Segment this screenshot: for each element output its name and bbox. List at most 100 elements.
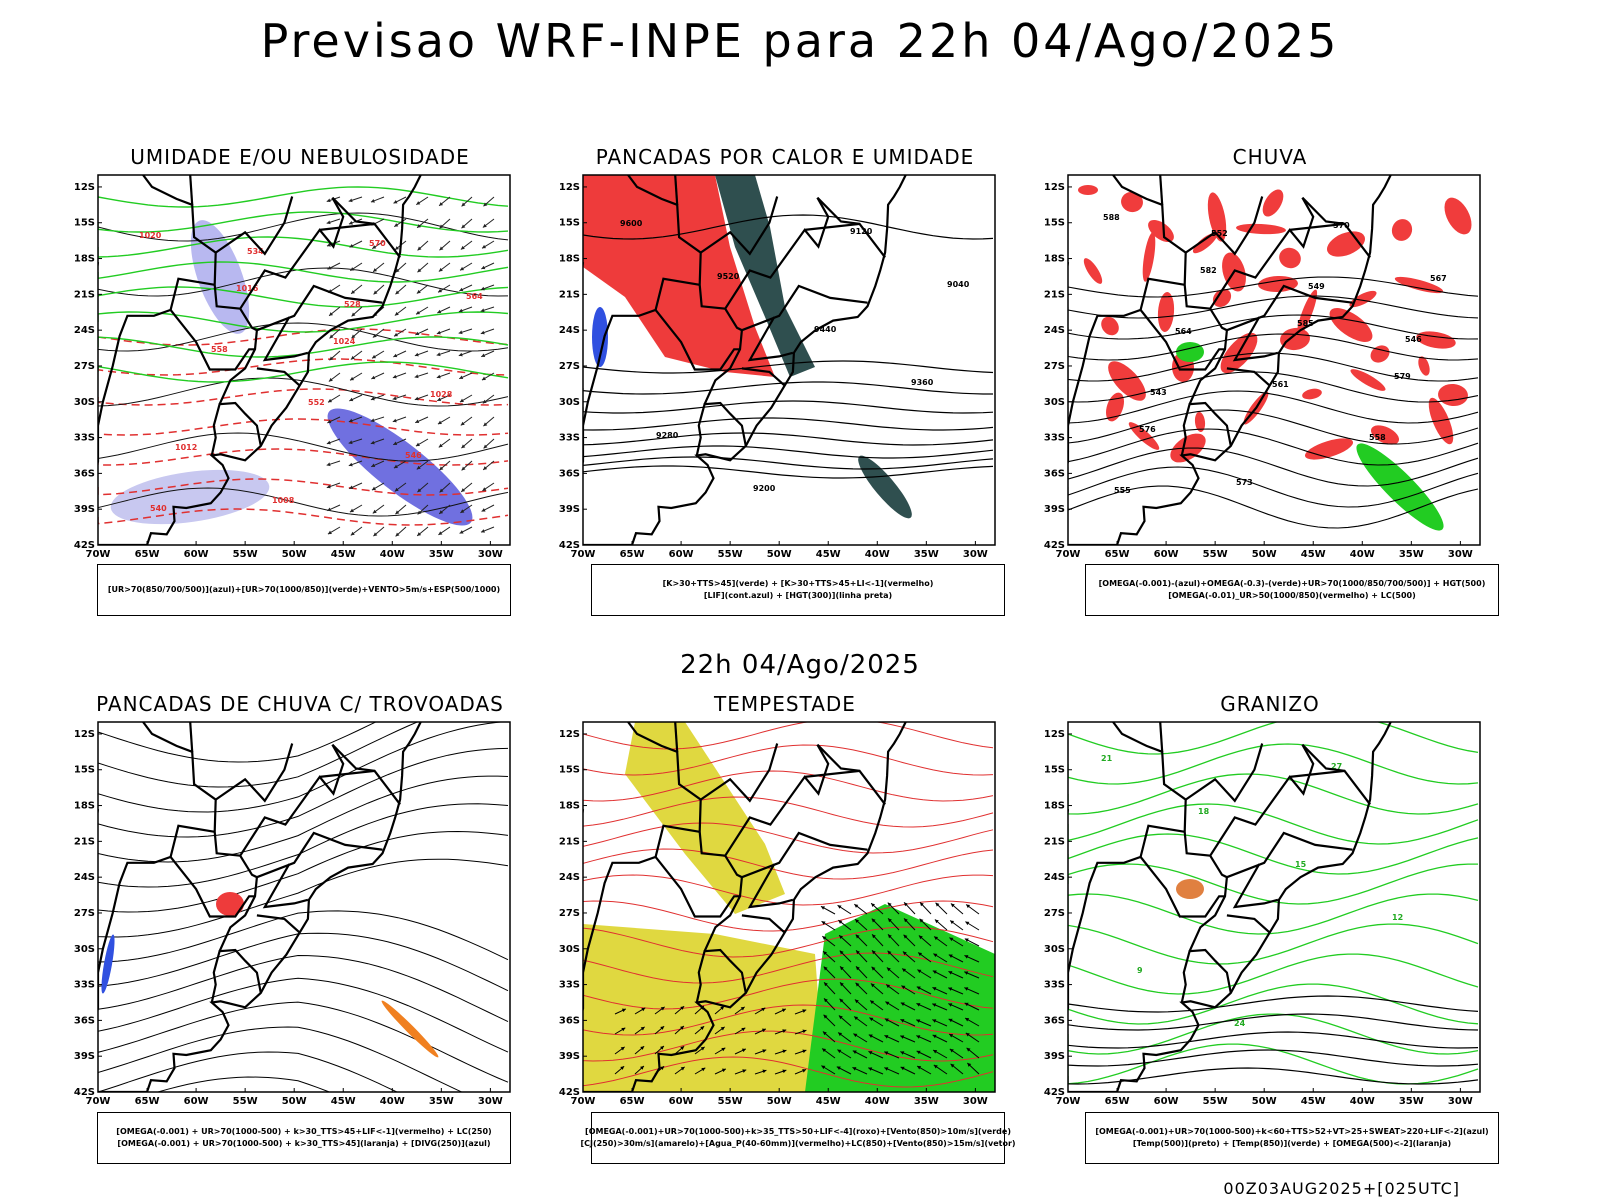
arrowhead (459, 375, 464, 380)
lat-tick-label: 18S (559, 254, 580, 265)
arrowhead (917, 1066, 922, 1070)
lon-tick-label: 35W (429, 549, 454, 560)
arrowhead (822, 1031, 827, 1036)
arrowhead (920, 902, 924, 907)
contour-label: 1020 (139, 231, 162, 240)
border-line (700, 743, 779, 803)
arrowhead (900, 1066, 905, 1071)
arrowhead (916, 1050, 921, 1055)
arrowhead (886, 967, 891, 972)
border-line (804, 222, 886, 259)
arrowhead (700, 1026, 705, 1030)
arrowhead (370, 199, 375, 203)
instability-area (583, 175, 775, 377)
border-line (695, 948, 747, 1003)
temp500-contour (1068, 1031, 1479, 1049)
arrowhead (680, 1066, 685, 1071)
arrowhead (839, 998, 844, 1003)
lat-tick-label: 21S (74, 289, 95, 300)
lon-tick-label: 50W (282, 1096, 307, 1107)
height-contour (583, 400, 994, 414)
panel-title: PANCADAS POR CALOR E UMIDADE (595, 145, 975, 169)
lat-tick-label: 21S (559, 289, 580, 300)
arrowhead (394, 311, 399, 316)
height-contour (1068, 295, 1479, 319)
lon-tick-label: 60W (184, 1096, 209, 1107)
border-line (1185, 196, 1264, 256)
border-line (1068, 277, 1185, 466)
lon-tick-label: 65W (135, 1096, 160, 1107)
arrowhead (372, 333, 377, 338)
arrowhead (840, 966, 844, 971)
arrowhead (901, 985, 906, 990)
arrowhead (640, 1065, 644, 1070)
lat-tick-label: 36S (74, 1015, 95, 1026)
legend-line: [CJ(250)>30m/s](amarelo)+[Agua_P(40-60mm… (580, 1139, 1016, 1148)
border-line (189, 722, 194, 752)
arrowhead (414, 396, 419, 401)
lon-tick-label: 45W (331, 1096, 356, 1107)
border-line (1209, 197, 1315, 310)
height-contour (1068, 314, 1479, 340)
border-line (256, 914, 300, 933)
rain-area (1327, 231, 1365, 257)
arrowhead (621, 1008, 626, 1013)
contour-label: 528 (344, 300, 361, 309)
arrowhead (660, 1026, 665, 1030)
omega-area (1176, 342, 1204, 362)
lon-tick-label: 40W (1350, 549, 1375, 560)
arrowhead (481, 508, 486, 512)
height-contour (583, 432, 994, 446)
arrowhead (439, 202, 444, 206)
arrowhead (436, 330, 441, 335)
rain-area (1121, 191, 1143, 213)
arrowhead (393, 441, 398, 446)
streamline (98, 932, 509, 992)
lc-contour (583, 874, 994, 906)
lon-tick-label: 50W (282, 549, 307, 560)
border-line (189, 175, 194, 205)
arrowhead (371, 486, 376, 491)
lat-tick-label: 39S (1044, 504, 1065, 515)
lon-tick-label: 50W (767, 1096, 792, 1107)
arrowhead (935, 902, 940, 907)
contour-label: 24 (1234, 1019, 1246, 1028)
arrowhead (373, 290, 378, 295)
arrowhead (871, 966, 876, 971)
arrowhead (948, 987, 953, 991)
temp500-contour (1068, 1013, 1479, 1031)
temp850-contour (1068, 743, 1479, 785)
arrowhead (482, 223, 487, 228)
arrowhead (458, 308, 463, 313)
lat-tick-label: 24S (559, 872, 580, 883)
contour-label: 9280 (656, 431, 679, 440)
arrowhead (870, 1000, 875, 1005)
arrowhead (438, 531, 443, 535)
streamline (156, 1076, 331, 1092)
lat-tick-label: 21S (1044, 836, 1065, 847)
lon-tick-label: 60W (184, 549, 209, 560)
border-line (319, 769, 401, 806)
arrowhead (349, 485, 354, 490)
arrowhead (461, 224, 466, 229)
arrowhead (782, 1049, 787, 1054)
height-contour (583, 456, 994, 470)
border-line (674, 175, 679, 205)
rain-area (1194, 412, 1206, 432)
arrowhead (348, 221, 353, 225)
height-contour (583, 214, 994, 240)
map-frame (1067, 174, 1481, 546)
lon-tick-label: 45W (331, 549, 356, 560)
height-contour (1068, 409, 1479, 445)
wind-area (805, 904, 995, 1092)
lon-tick-label: 30W (478, 549, 503, 560)
lon-tick-label: 60W (1154, 549, 1179, 560)
height-contour (1068, 333, 1479, 361)
arrowhead (371, 463, 376, 468)
arrowhead (950, 903, 955, 908)
arrowhead (701, 1067, 706, 1072)
lat-tick-label: 33S (559, 980, 580, 991)
arrowhead (918, 952, 923, 957)
arrowhead (802, 1009, 807, 1013)
